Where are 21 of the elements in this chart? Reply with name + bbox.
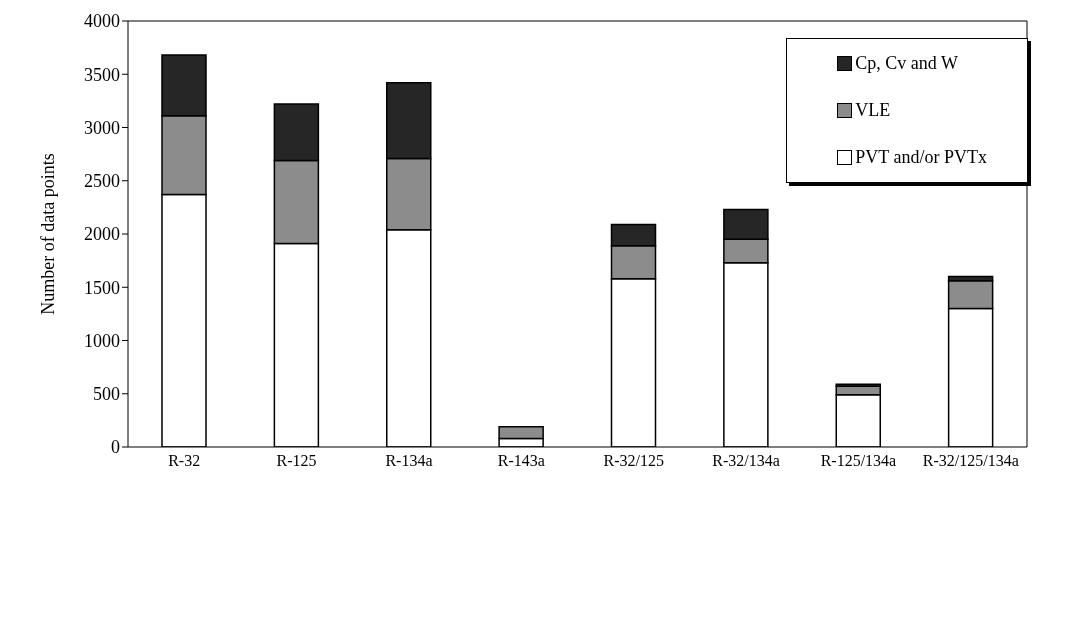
y-tick-label: 0 [111, 437, 120, 458]
x-tick-label: R-32/125 [603, 452, 664, 470]
legend-label: Cp, Cv and W [855, 53, 958, 74]
x-tick-label: R-125 [276, 452, 317, 470]
legend-label: PVT and/or PVTx [855, 147, 987, 168]
y-tick-label: 3500 [84, 64, 120, 85]
y-tick-label: 4000 [84, 11, 120, 32]
x-tick-label: R-32/134a [712, 452, 780, 470]
x-tick-label: R-143a [497, 452, 545, 470]
y-tick-label: 500 [93, 384, 120, 405]
legend-label: VLE [855, 100, 891, 121]
y-tick-label: 2000 [84, 224, 120, 245]
x-tick-label: R-134a [385, 452, 433, 470]
y-axis-title: Number of data points [38, 153, 59, 315]
y-tick-label: 2500 [84, 171, 120, 192]
y-tick-label: 1000 [84, 330, 120, 351]
x-tick-label: R-125/134a [820, 452, 897, 470]
y-tick-label: 1500 [84, 277, 120, 298]
y-tick-label: 3000 [84, 117, 120, 138]
x-tick-label: R-32/125/134a [922, 452, 1019, 470]
x-tick-label: R-32 [168, 452, 201, 470]
